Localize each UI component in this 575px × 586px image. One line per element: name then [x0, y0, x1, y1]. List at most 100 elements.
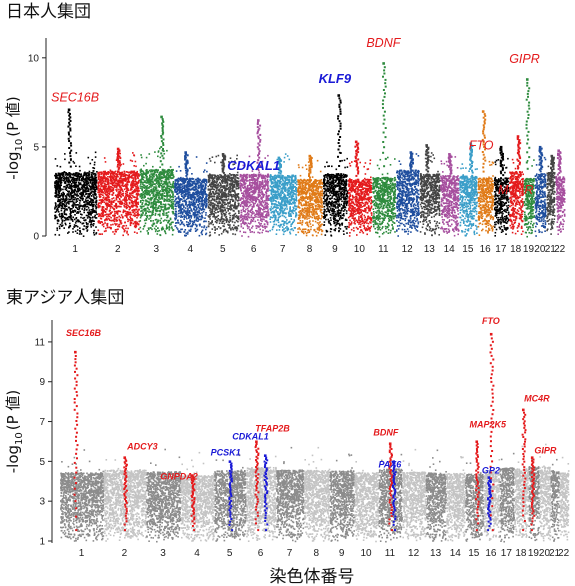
- snp-point: [125, 211, 127, 213]
- snp-point: [168, 170, 170, 172]
- snp-point: [61, 174, 63, 176]
- snp-point: [137, 206, 139, 208]
- snp-point: [162, 214, 164, 216]
- snp-point: [155, 180, 157, 182]
- snp-point: [94, 194, 96, 196]
- snp-point: [230, 220, 232, 222]
- snp-point: [59, 181, 61, 183]
- snp-point: [189, 207, 191, 209]
- snp-point: [114, 180, 116, 182]
- snp-point: [162, 228, 164, 230]
- snp-point: [202, 185, 204, 187]
- snp-point: [107, 178, 109, 180]
- snp-point: [155, 213, 157, 215]
- snp-point: [137, 202, 139, 204]
- snp-point: [105, 186, 107, 188]
- snp-point: [201, 215, 203, 217]
- snp-point: [127, 192, 129, 194]
- snp-point: [138, 209, 140, 211]
- snp-point: [182, 208, 184, 210]
- snp-point: [136, 204, 138, 206]
- snp-point: [185, 207, 187, 209]
- snp-point: [132, 187, 134, 189]
- snp-point: [140, 169, 142, 171]
- peak-point: [186, 160, 188, 162]
- snp-point: [116, 174, 118, 176]
- snp-point: [90, 182, 92, 184]
- snp-point: [146, 216, 148, 218]
- snp-point: [100, 188, 102, 190]
- snp-point: [95, 212, 97, 214]
- snp-point: [208, 186, 210, 188]
- snp-point: [141, 206, 143, 208]
- snp-point: [68, 178, 70, 180]
- snp-point: [124, 206, 126, 208]
- peak-point: [68, 162, 70, 164]
- snp-point: [144, 173, 146, 175]
- snp-point: [167, 207, 169, 209]
- snp-point: [155, 205, 157, 207]
- snp-point: [178, 180, 180, 182]
- snp-point: [80, 189, 82, 191]
- peak-point: [160, 160, 162, 162]
- snp-point: [113, 200, 115, 202]
- snp-point: [117, 189, 119, 191]
- snp-point: [232, 188, 234, 190]
- snp-point: [155, 231, 157, 233]
- snp-point: [212, 181, 214, 183]
- snp-point: [153, 176, 155, 178]
- snp-point: [140, 183, 142, 185]
- snp-point: [86, 223, 88, 225]
- snp-point: [138, 173, 140, 175]
- snp-point: [211, 200, 213, 202]
- snp-point: [171, 169, 173, 171]
- snp-point: [71, 185, 73, 187]
- snp-point: [228, 193, 230, 195]
- snp-point: [181, 204, 183, 206]
- snp-point: [128, 212, 130, 214]
- snp-point: [159, 220, 161, 222]
- snp-point: [124, 180, 126, 182]
- snp-point: [137, 186, 139, 188]
- snp-point: [213, 193, 215, 195]
- snp-point: [142, 199, 144, 201]
- snp-point: [111, 180, 113, 182]
- snp-point: [232, 221, 234, 223]
- snp-point: [210, 175, 212, 177]
- snp-point: [193, 200, 195, 202]
- snp-point: [145, 213, 147, 215]
- snp-point: [197, 212, 199, 214]
- snp-point: [95, 182, 97, 184]
- snp-point: [83, 235, 85, 237]
- snp-point: [169, 223, 171, 225]
- snp-point: [60, 166, 62, 168]
- snp-point: [149, 194, 151, 196]
- snp-point: [98, 177, 100, 179]
- snp-point: [170, 166, 172, 168]
- snp-point: [171, 221, 173, 223]
- snp-point: [211, 186, 213, 188]
- snp-point: [155, 210, 157, 212]
- snp-point: [177, 193, 179, 195]
- snp-point: [109, 210, 111, 212]
- snp-point: [126, 184, 128, 186]
- snp-point: [60, 199, 62, 201]
- snp-point: [110, 205, 112, 207]
- snp-point: [220, 228, 222, 230]
- snp-point: [71, 189, 73, 191]
- snp-point: [194, 209, 196, 211]
- snp-point: [62, 225, 64, 227]
- snp-point: [113, 173, 115, 175]
- snp-point: [126, 189, 128, 191]
- snp-point: [168, 211, 170, 213]
- snp-point: [90, 189, 92, 191]
- peak-point: [70, 136, 72, 138]
- snp-point: [74, 190, 76, 192]
- peak-point: [161, 164, 163, 166]
- snp-point: [201, 200, 203, 202]
- snp-point: [123, 179, 125, 181]
- snp-point: [75, 173, 77, 175]
- snp-point: [142, 211, 144, 213]
- snp-point: [157, 191, 159, 193]
- snp-point: [148, 180, 150, 182]
